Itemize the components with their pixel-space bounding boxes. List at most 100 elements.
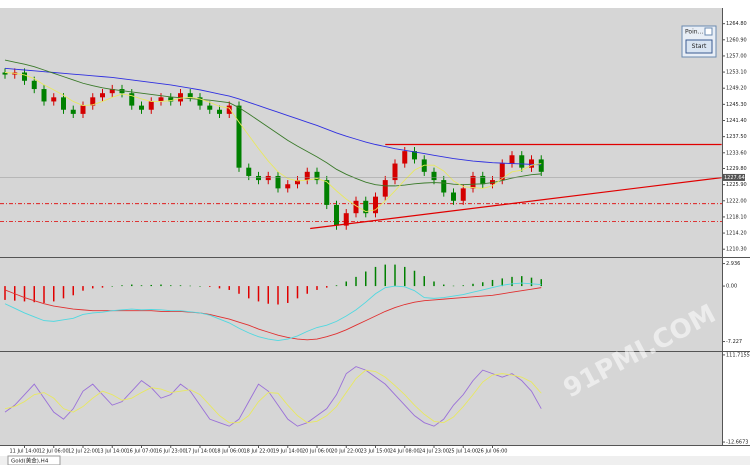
x-tick-label: 25 Jul 14:00	[448, 449, 478, 455]
candle-body	[187, 93, 193, 98]
start-button[interactable]	[685, 39, 713, 54]
trend-line	[310, 177, 722, 230]
candle-body	[538, 159, 544, 172]
x-tick-label: 17 Jul 14:00	[185, 449, 215, 455]
histogram-bar	[179, 285, 182, 287]
indicator-line	[4, 59, 542, 187]
histogram-bar	[101, 286, 104, 288]
candle-body	[90, 97, 96, 106]
histogram-bar	[443, 284, 445, 287]
histogram-bar	[199, 286, 201, 287]
histogram-bar	[170, 285, 172, 287]
panel-close[interactable]	[704, 27, 713, 36]
x-tick-label: 18 Jul 06:00	[214, 449, 244, 455]
histogram-bar	[296, 286, 299, 299]
candle-body	[295, 180, 300, 185]
x-tick-label: 12 Jul 22:00	[68, 449, 98, 455]
histogram-bar	[521, 276, 523, 287]
indicator-line	[4, 287, 542, 341]
tab-bar	[0, 456, 750, 465]
candle-body	[275, 175, 281, 189]
histogram-bar	[501, 278, 503, 287]
y-tick-label: 0.00	[726, 284, 737, 290]
histogram-bar	[316, 286, 318, 290]
control-panel: Poin... Start	[681, 25, 717, 58]
y-tick-label: 1257.00	[726, 53, 747, 59]
y-tick-label: 1253.10	[726, 70, 747, 76]
histogram-bar	[23, 286, 26, 302]
candle-body	[382, 180, 388, 197]
y-tick-label: 2.936	[726, 261, 740, 267]
histogram-bar	[267, 286, 269, 304]
candle-body	[217, 109, 222, 114]
histogram-bar	[53, 286, 55, 302]
histogram-bar	[140, 285, 143, 287]
y-tick-label: 1218.10	[726, 214, 747, 220]
indicator-line	[4, 369, 542, 424]
x-tick-label: 24 Jul 08:00	[390, 449, 420, 455]
y-tick-label: 1214.20	[726, 231, 747, 237]
y-tick-label: 1210.30	[726, 247, 747, 253]
candle-body	[285, 184, 291, 189]
y-tick-label: -7.227	[726, 339, 742, 345]
y-tick-label: 111.7155	[726, 352, 750, 358]
x-tick-label: 26 Jul 06:00	[478, 449, 508, 455]
candle-body	[363, 200, 369, 214]
candle-body	[148, 101, 154, 110]
candle-body	[334, 204, 339, 226]
histogram-bar	[150, 284, 152, 287]
indicator-line	[4, 72, 542, 213]
histogram-bar	[43, 286, 45, 303]
histogram-bar	[4, 286, 6, 300]
y-tick-label: 1241.40	[726, 118, 747, 124]
x-tick-label: 13 Jul 14:00	[97, 449, 127, 455]
candle-body	[304, 171, 310, 181]
candle-body	[343, 213, 349, 226]
x-tick-label: 16 Jul 07:00	[127, 449, 157, 455]
y-tick-label: 1237.50	[726, 134, 747, 140]
tab[interactable]	[7, 455, 61, 465]
candle-body	[158, 97, 164, 102]
histogram-bar	[413, 270, 416, 287]
histogram-bar	[287, 286, 289, 303]
histogram-bar	[394, 264, 396, 287]
candle-body	[509, 155, 515, 164]
histogram-bar	[530, 277, 533, 287]
x-tick-label: 11 Jul 14:00	[10, 449, 40, 455]
candle-body	[129, 93, 135, 106]
y-tick-label: 1245.30	[726, 102, 747, 108]
x-tick-label: 16 Jul 23:00	[156, 449, 186, 455]
indicator-line	[4, 282, 542, 342]
histogram-bar	[491, 279, 494, 287]
candle-body	[412, 151, 417, 160]
histogram-bar	[131, 284, 133, 287]
y-tick-label: 1222.00	[726, 198, 747, 204]
candle-body	[31, 80, 37, 90]
histogram-bar	[482, 282, 484, 287]
y-tick-label: 1229.80	[726, 166, 747, 172]
start-button-label[interactable]: Start	[692, 43, 707, 50]
last-price-box	[723, 173, 745, 181]
histogram-bar	[111, 286, 113, 287]
candle-body	[2, 72, 8, 75]
histogram-bar	[404, 266, 406, 287]
panel-title: Poin...	[685, 29, 703, 36]
histogram-bar	[452, 285, 455, 287]
candle-body	[519, 155, 525, 168]
candle-body	[402, 151, 408, 164]
candle-body	[168, 97, 174, 102]
y-tick-label: -12.6673	[726, 440, 748, 446]
candle-body	[499, 163, 505, 181]
indicator-line	[4, 366, 542, 427]
candle-body	[392, 163, 398, 181]
histogram-bar	[540, 279, 542, 287]
tab-label[interactable]: Gold(黄金),H4	[11, 457, 49, 465]
candle-body	[451, 192, 456, 201]
candle-body	[246, 167, 252, 176]
histogram-bar	[511, 276, 513, 287]
candle-body	[70, 109, 76, 114]
y-tick-label: 1260.90	[726, 37, 747, 43]
x-tick-label: 23 Jul 15:00	[361, 449, 391, 455]
x-tick-label: 20 Jul 06:00	[302, 449, 332, 455]
candle-body	[460, 188, 466, 201]
